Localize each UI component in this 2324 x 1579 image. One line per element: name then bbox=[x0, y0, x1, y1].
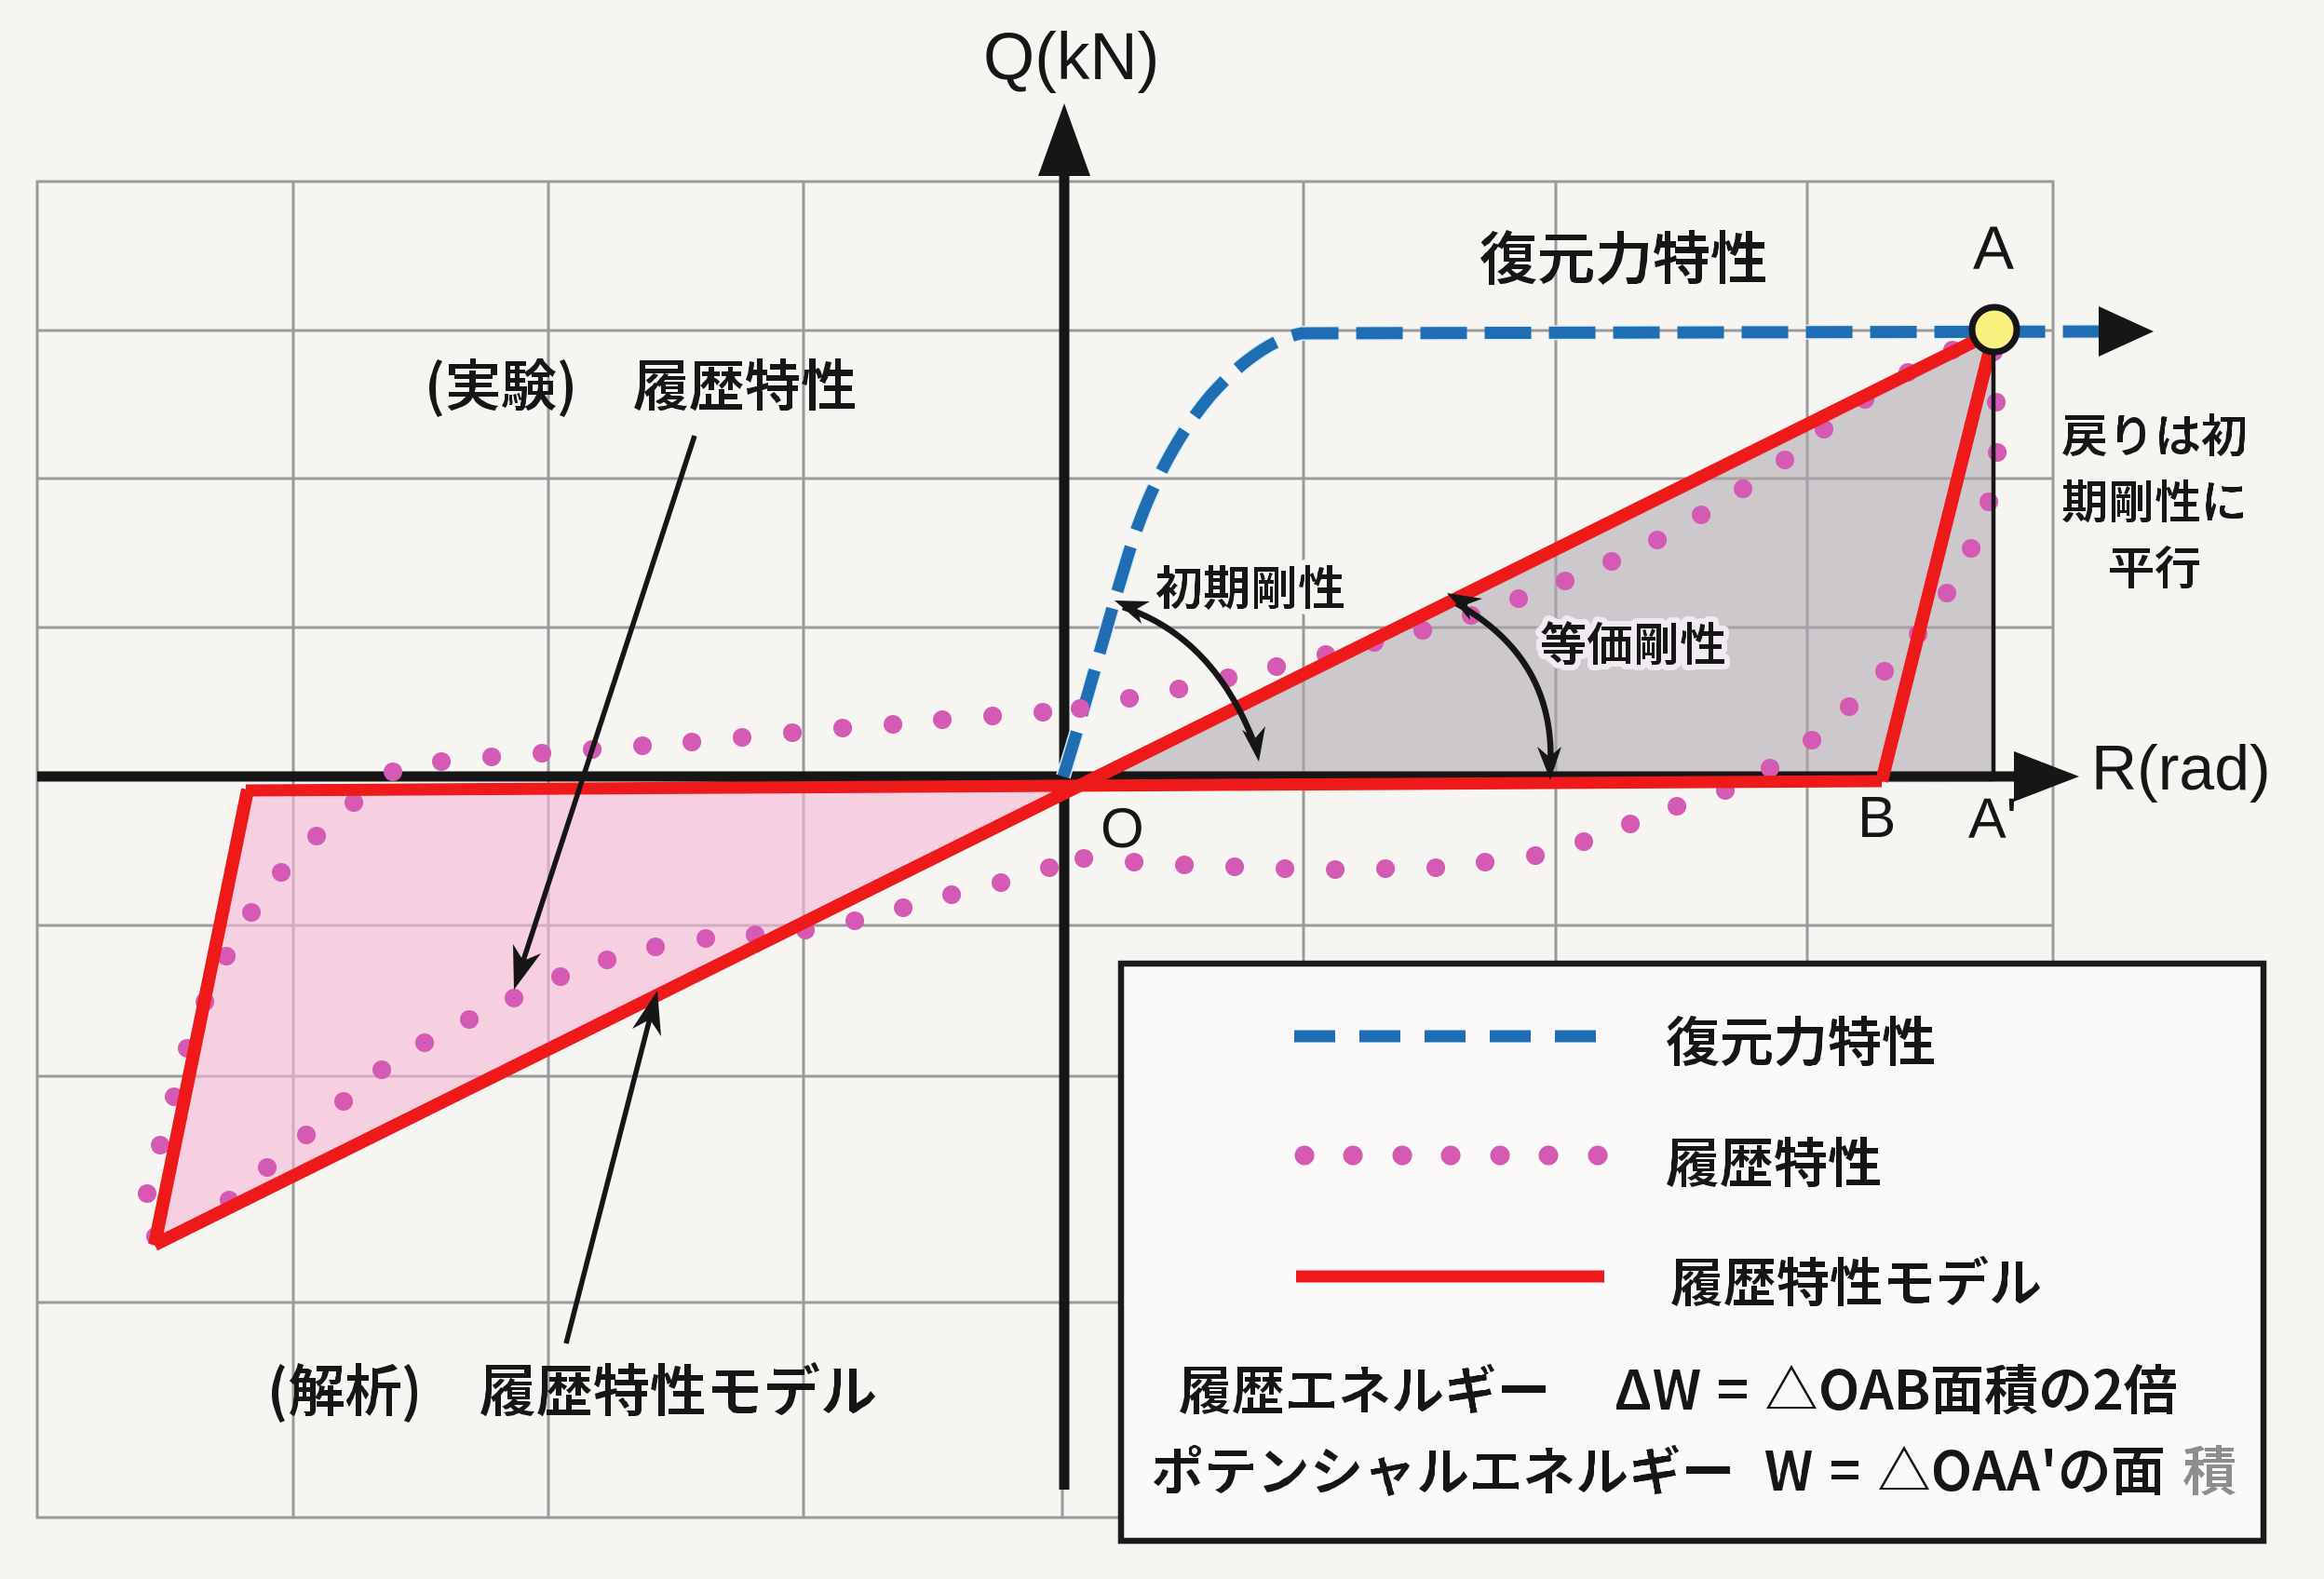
svg-text:R(rad): R(rad) bbox=[2091, 733, 2271, 803]
svg-text:A': A' bbox=[1968, 787, 2017, 850]
svg-text:Q(kN): Q(kN) bbox=[983, 20, 1159, 94]
svg-text:B: B bbox=[1858, 786, 1896, 850]
svg-text:A: A bbox=[1973, 213, 2014, 282]
svg-text:O: O bbox=[1101, 797, 1144, 859]
